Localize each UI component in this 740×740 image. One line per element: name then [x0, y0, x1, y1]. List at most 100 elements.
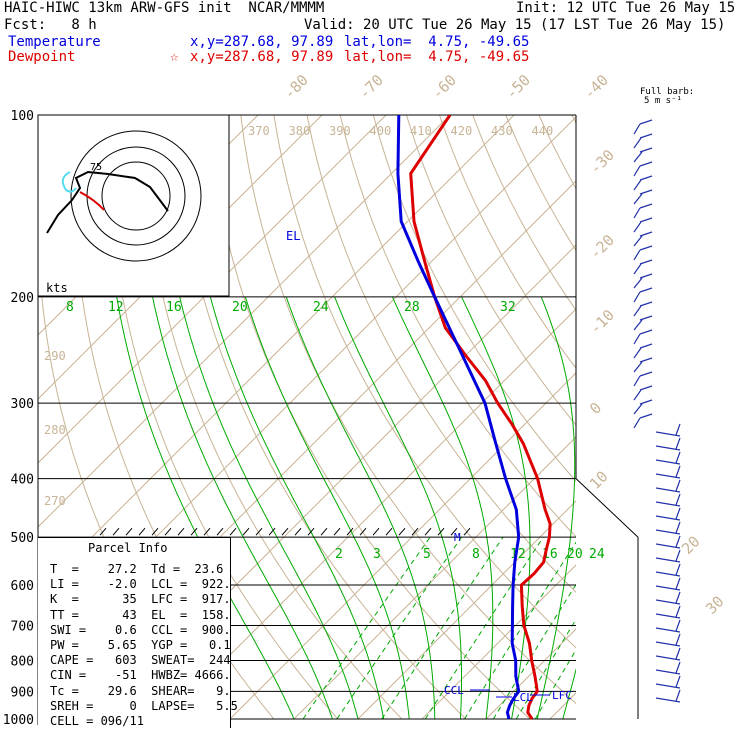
wind-barb — [633, 245, 653, 261]
isotherm-label: -10 — [586, 306, 618, 338]
dry-adiabat-line — [174, 115, 467, 720]
hodograph-units-label: kts — [46, 281, 68, 295]
wind-barb-flag — [639, 147, 653, 153]
wind-barb-staff — [633, 319, 643, 331]
wind-barb-staff — [633, 361, 643, 373]
wind-barb-staff — [655, 585, 681, 591]
wind-barb-staff — [633, 347, 642, 359]
temperature-xy: x,y=287.68, 97.89 — [190, 34, 334, 50]
dry-adiabat-label: 270 — [44, 494, 66, 508]
wind-barb-staff — [633, 389, 642, 401]
dry-adiabat-line — [605, 115, 740, 719]
wind-barb — [633, 189, 653, 205]
pressure-tick-label: 200 — [11, 291, 34, 306]
wind-barb-flag — [639, 175, 653, 181]
parcel-info-row: K = 35 LFC = 917. — [50, 592, 231, 607]
theta-e-label: 430 — [491, 124, 513, 138]
isotherm-label: -20 — [586, 231, 618, 263]
moist-adiabat-line — [285, 296, 436, 719]
theta-e-label: 410 — [410, 124, 432, 138]
forecast-hour: Fcst: 8 h — [4, 17, 97, 33]
wind-barb — [633, 175, 653, 191]
wind-barb-flag — [675, 521, 681, 534]
freezing-level-tick — [359, 527, 367, 536]
dry-adiabat-label: 280 — [44, 423, 66, 437]
mixing-ratio-label: 20 — [232, 300, 248, 315]
dry-adiabat-line — [705, 115, 740, 719]
temperature-latlon: lat,lon= 4.75, -49.65 — [344, 34, 530, 50]
theta-e-label: 440 — [532, 124, 554, 138]
freezing-level-tick — [411, 527, 419, 536]
wind-barb — [633, 119, 653, 135]
mixing-ratio-label: 12 — [108, 300, 124, 315]
isotherm-line — [678, 115, 740, 719]
parcel-info-row: LI = -2.0 LCL = 922. — [50, 577, 231, 592]
wind-barb — [633, 273, 653, 289]
wind-barb — [633, 399, 653, 415]
wind-barb-flag — [675, 423, 681, 436]
freezing-level-tick — [398, 527, 406, 536]
moist-adiabat-line — [461, 296, 531, 720]
wind-barb-staff — [633, 375, 641, 387]
wind-barb-flag — [639, 385, 653, 391]
freezing-level-tick — [255, 527, 263, 536]
wind-barb-staff — [655, 613, 681, 619]
wind-barb — [655, 577, 681, 591]
wind-barb-staff — [655, 697, 681, 703]
freezing-level-tick — [242, 527, 250, 536]
wind-barb-staff — [633, 123, 641, 135]
mixing-ratio-line — [302, 536, 431, 720]
mixing-ratio-label: 20 — [567, 547, 583, 562]
dewpoint-profile-line — [396, 115, 521, 720]
wind-barb — [655, 479, 681, 493]
wind-barb-flag — [675, 619, 681, 632]
mixing-ratio-line — [336, 536, 462, 720]
right-axis-lower — [575, 478, 639, 719]
wind-barb-staff — [633, 417, 641, 429]
wind-barb-flag — [639, 189, 653, 195]
wind-barb-staff — [655, 641, 681, 647]
wind-barb-staff — [655, 669, 681, 675]
wind-barb-staff — [633, 263, 642, 275]
moist-adiabat-line — [588, 297, 694, 719]
barb-legend-line1: Full barb: — [640, 87, 695, 97]
parcel-info-panel: Parcel Info T = 27.2 Td = 23.6 LI = -2.0 … — [38, 537, 238, 728]
parcel-info-row: CAPE = 603 SWEAT= 244 — [50, 653, 231, 668]
pressure-tick-label: 900 — [11, 685, 34, 700]
isotherm-label: -50 — [502, 71, 534, 103]
wind-barb-flag — [639, 259, 653, 265]
mixing-ratio-label: 24 — [313, 300, 329, 315]
wind-barb-flag — [675, 437, 681, 450]
moist-adiabat-line — [562, 668, 576, 720]
freezing-level-tick — [177, 527, 185, 536]
parcel-info-title: Parcel Info — [88, 541, 168, 555]
el-annotation: EL — [286, 229, 300, 243]
wind-barb — [655, 549, 681, 563]
isotherm-line — [165, 308, 576, 720]
wind-barb-flag — [675, 451, 681, 464]
mixing-ratio-label: 8 — [66, 300, 74, 315]
mixing-ratio-label: 28 — [404, 300, 420, 315]
isotherm-label: 30 — [702, 592, 728, 618]
wind-barb-staff — [655, 529, 681, 535]
wind-barb — [655, 423, 681, 437]
wind-barb — [633, 217, 653, 233]
hodograph-trace-red — [79, 191, 105, 211]
wind-barb — [655, 451, 681, 465]
hodograph-ring — [101, 161, 171, 231]
isotherm-line — [38, 115, 451, 528]
wind-barb — [655, 647, 681, 661]
wind-barb-flag — [639, 273, 653, 279]
dewpoint-latlon: lat,lon= 4.75, -49.65 — [344, 49, 530, 65]
mixing-ratio-label: 2 — [335, 547, 343, 562]
wind-barb-flag — [639, 315, 653, 321]
wind-barb-flag — [675, 549, 681, 562]
wind-barb — [633, 413, 653, 429]
pressure-tick-label: 500 — [11, 531, 34, 546]
wind-barb-staff — [633, 305, 642, 317]
wind-barb-flag — [639, 231, 653, 237]
wind-barb-flag — [639, 161, 653, 167]
dry-adiabat-line — [273, 115, 576, 649]
wind-barb — [633, 385, 653, 401]
pressure-tick-label: 800 — [11, 654, 34, 669]
